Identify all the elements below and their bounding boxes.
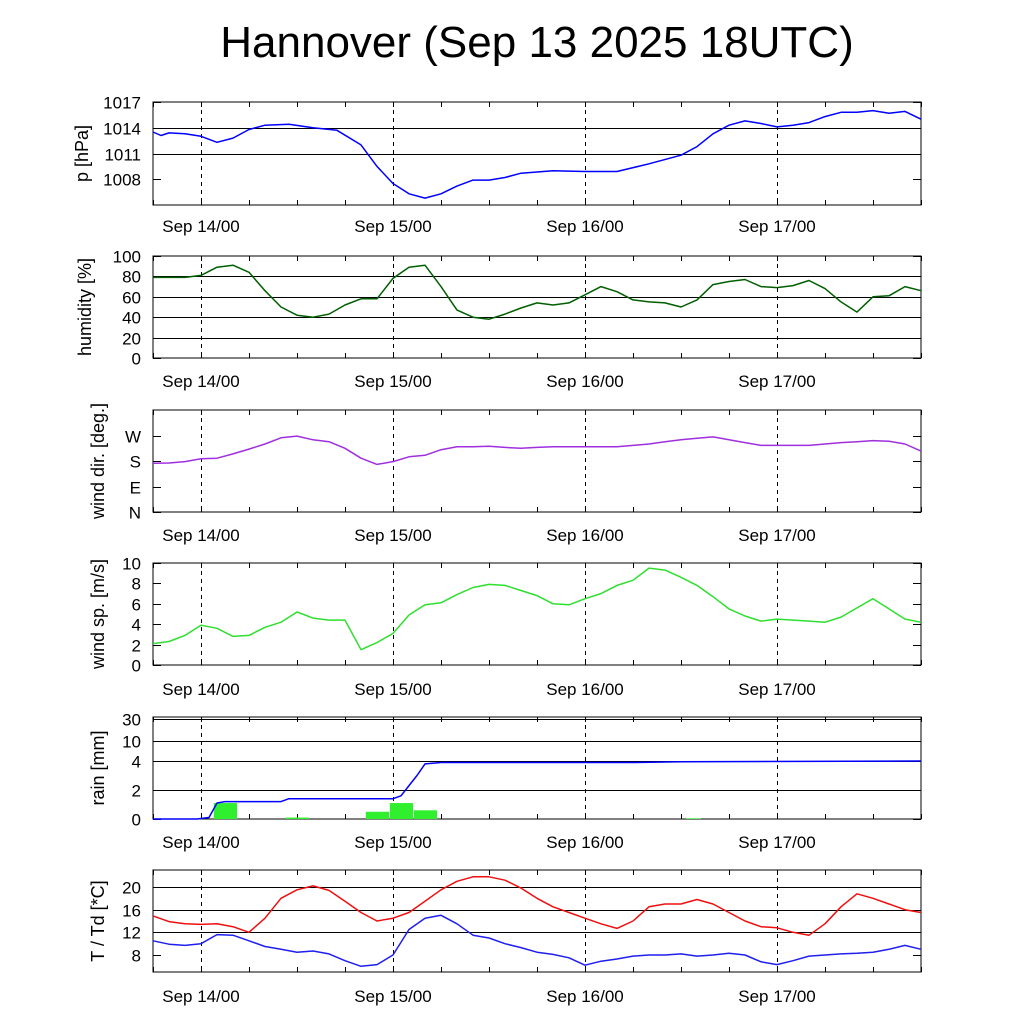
rain-xtick-label: Sep 15/00 (354, 833, 432, 852)
rain-series-line (153, 760, 922, 820)
temperature-ytick-label: 16 (122, 902, 141, 921)
rain-bar (413, 810, 437, 819)
rain-bar (213, 803, 237, 819)
wind_direction-xtick-label: Sep 17/00 (738, 526, 816, 545)
wind_direction-frame (152, 409, 922, 513)
rain-bar (365, 811, 389, 819)
humidity-axis-title: humidity [%] (75, 258, 95, 356)
wind_speed-ytick-label: 4 (132, 616, 141, 635)
rain-axis-title: rain [mm] (88, 730, 108, 805)
wind_speed-frame (152, 562, 922, 666)
pressure-ytick-label: 1014 (103, 120, 141, 139)
rain-ytick-label: 30 (122, 711, 141, 730)
wind_speed-xtick-label: Sep 15/00 (354, 680, 432, 699)
wind_speed-ytick-label: 10 (122, 555, 141, 574)
pressure-xtick-label: Sep 16/00 (546, 217, 624, 236)
pressure-xtick-label: Sep 14/00 (162, 217, 240, 236)
rain-xtick-label: Sep 16/00 (546, 833, 624, 852)
humidity-frame (152, 255, 922, 359)
humidity-ytick-label: 40 (122, 309, 141, 328)
rain-bar (389, 803, 413, 819)
temperature-xtick-label: Sep 16/00 (546, 987, 624, 1006)
wind_direction-ytick-label: W (125, 428, 141, 447)
wind_direction-ytick-label: N (129, 504, 141, 523)
wind_speed-ytick-label: 0 (132, 657, 141, 676)
wind_speed-xtick-label: Sep 14/00 (162, 680, 240, 699)
wind_speed-xtick-label: Sep 17/00 (738, 680, 816, 699)
chart-title: Hannover (Sep 13 2025 18UTC) (220, 18, 854, 67)
rain-ytick-label: 0 (132, 811, 141, 830)
rain-xtick-label: Sep 17/00 (738, 833, 816, 852)
dewpoint-series-line (152, 914, 922, 968)
humidity-ytick-label: 0 (132, 350, 141, 369)
rain-bar (285, 817, 309, 819)
temperature-xtick-label: Sep 17/00 (738, 987, 816, 1006)
pressure-ytick-label: 1017 (103, 94, 141, 113)
humidity-xtick-label: Sep 15/00 (354, 372, 432, 391)
rain-ytick-label: 4 (132, 753, 141, 772)
temperature-ytick-label: 12 (122, 924, 141, 943)
rain-frame (152, 716, 922, 820)
pressure-ytick-label: 1011 (104, 146, 141, 165)
wind_speed-series-line (152, 567, 922, 651)
wind_direction-ytick-label: E (130, 479, 141, 498)
wind_speed-xtick-label: Sep 16/00 (546, 680, 624, 699)
wind_direction-xtick-label: Sep 15/00 (354, 526, 432, 545)
pressure-frame (152, 101, 922, 206)
temperature-xtick-label: Sep 15/00 (354, 987, 432, 1006)
pressure-xtick-label: Sep 17/00 (738, 217, 816, 236)
humidity-ytick-label: 20 (122, 330, 141, 349)
humidity-xtick-label: Sep 14/00 (162, 372, 240, 391)
wind_direction-xtick-label: Sep 14/00 (162, 526, 240, 545)
temperature-series-line (152, 876, 922, 936)
humidity-ytick-label: 60 (122, 289, 141, 308)
humidity-xtick-label: Sep 17/00 (738, 372, 816, 391)
wind_speed-ytick-label: 2 (132, 637, 141, 656)
humidity-ytick-label: 80 (122, 268, 141, 287)
rain-xtick-label: Sep 14/00 (162, 833, 240, 852)
wind_speed-ytick-label: 8 (132, 575, 141, 594)
rain-ytick-label: 10 (122, 733, 141, 752)
rain-ytick-label: 2 (132, 782, 141, 801)
pressure-ytick-label: 1008 (103, 171, 141, 190)
temperature-ytick-label: 20 (122, 879, 141, 898)
temperature-xtick-label: Sep 14/00 (162, 987, 240, 1006)
wind_direction-ytick-label: S (130, 453, 141, 472)
humidity-ytick-label: 100 (113, 248, 141, 267)
pressure-axis-title: p [hPa] (72, 125, 92, 182)
wind_direction-series-line (152, 435, 922, 466)
wind_direction-xtick-label: Sep 16/00 (546, 526, 624, 545)
humidity-series-line (153, 264, 922, 320)
rain-bar (685, 818, 701, 819)
temperature-ytick-label: 8 (132, 947, 141, 966)
wind_direction-axis-title: wind dir. [deg.] (88, 403, 108, 520)
wind_speed-ytick-label: 6 (132, 596, 141, 615)
pressure-xtick-label: Sep 15/00 (354, 217, 432, 236)
pressure-series-line (152, 109, 922, 199)
humidity-xtick-label: Sep 16/00 (546, 372, 624, 391)
temperature-axis-title: T / Td [*C] (88, 880, 108, 961)
wind_speed-axis-title: wind sp. [m/s] (88, 559, 108, 670)
